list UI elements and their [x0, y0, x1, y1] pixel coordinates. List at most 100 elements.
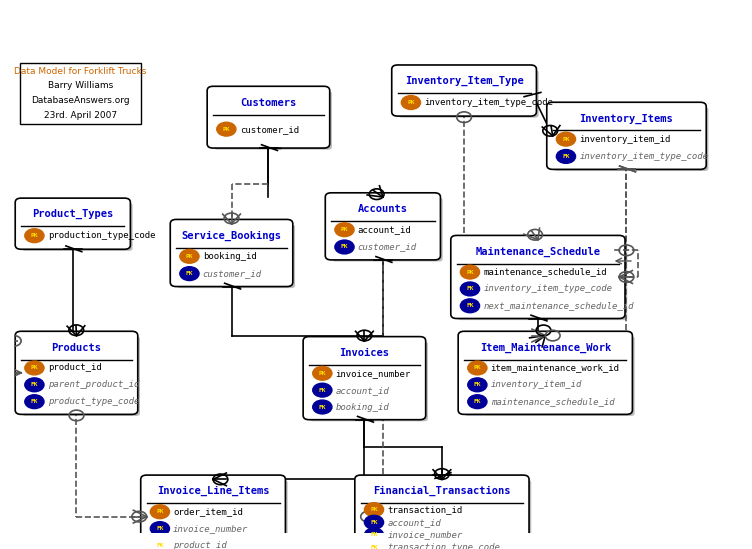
FancyBboxPatch shape	[20, 63, 141, 124]
Text: inventory_item_id: inventory_item_id	[579, 135, 671, 144]
Text: PK: PK	[31, 366, 38, 371]
Text: account_id: account_id	[335, 385, 390, 395]
Text: 23rd. April 2007: 23rd. April 2007	[44, 111, 117, 120]
FancyBboxPatch shape	[326, 193, 441, 260]
Text: item_maintenance_work_id: item_maintenance_work_id	[490, 363, 620, 372]
FancyBboxPatch shape	[207, 86, 329, 148]
Text: PK: PK	[562, 137, 570, 142]
Text: FK: FK	[466, 287, 474, 292]
Text: next_maintenance_schedule_id: next_maintenance_schedule_id	[484, 301, 634, 310]
Circle shape	[365, 541, 384, 549]
Text: PK: PK	[474, 366, 481, 371]
FancyBboxPatch shape	[362, 480, 531, 549]
FancyBboxPatch shape	[392, 65, 536, 116]
Text: Product_Types: Product_Types	[32, 209, 114, 220]
Text: Customers: Customers	[241, 98, 296, 108]
Text: transaction_type_code: transaction_type_code	[387, 543, 500, 549]
FancyBboxPatch shape	[399, 70, 538, 117]
Circle shape	[335, 240, 354, 254]
FancyBboxPatch shape	[214, 91, 332, 150]
Text: booking_id: booking_id	[203, 252, 256, 261]
Text: order_item_id: order_item_id	[173, 507, 243, 516]
FancyBboxPatch shape	[458, 331, 632, 414]
FancyBboxPatch shape	[177, 224, 295, 288]
Text: FK: FK	[156, 526, 164, 531]
Text: FK: FK	[474, 382, 481, 387]
Text: PK: PK	[341, 227, 348, 232]
Text: inventory_item_type_code: inventory_item_type_code	[424, 98, 553, 107]
FancyBboxPatch shape	[450, 236, 625, 318]
FancyBboxPatch shape	[22, 336, 140, 416]
Circle shape	[180, 267, 199, 281]
Text: account_id: account_id	[358, 225, 411, 234]
Text: FK: FK	[319, 388, 326, 393]
Circle shape	[468, 361, 487, 375]
Text: PK: PK	[156, 509, 164, 514]
Text: FK: FK	[370, 520, 378, 525]
Text: product_id: product_id	[173, 541, 227, 549]
Circle shape	[180, 249, 199, 263]
Text: account_id: account_id	[387, 518, 441, 527]
Text: inventory_item_id: inventory_item_id	[490, 380, 582, 389]
Text: transaction_id: transaction_id	[387, 505, 462, 514]
FancyBboxPatch shape	[15, 198, 130, 249]
Circle shape	[402, 96, 420, 109]
Text: Invoices: Invoices	[339, 348, 390, 358]
Text: product_id: product_id	[47, 363, 102, 372]
Circle shape	[468, 378, 487, 392]
Text: Barry Williams: Barry Williams	[47, 81, 113, 91]
Text: customer_id: customer_id	[203, 269, 262, 278]
Text: DatabaseAnswers.org: DatabaseAnswers.org	[31, 96, 129, 105]
FancyBboxPatch shape	[457, 240, 627, 320]
Text: Products: Products	[51, 343, 102, 352]
Text: PK: PK	[370, 507, 378, 512]
Text: invoice_number: invoice_number	[387, 530, 462, 540]
Text: invoice_number: invoice_number	[335, 369, 411, 378]
Text: PK: PK	[186, 254, 193, 259]
FancyBboxPatch shape	[22, 203, 132, 251]
Text: Maintenance_Schedule: Maintenance_Schedule	[475, 247, 600, 257]
FancyBboxPatch shape	[465, 336, 635, 416]
FancyBboxPatch shape	[547, 102, 706, 170]
Circle shape	[217, 122, 236, 136]
Circle shape	[460, 299, 480, 313]
Text: Inventory_Item_Type: Inventory_Item_Type	[405, 76, 523, 86]
Text: FK: FK	[474, 399, 481, 404]
Text: product_type_code: product_type_code	[47, 397, 139, 406]
Text: customer_id: customer_id	[240, 125, 299, 133]
FancyBboxPatch shape	[170, 220, 293, 287]
Text: FK: FK	[562, 154, 570, 159]
Circle shape	[335, 223, 354, 237]
Text: FK: FK	[466, 303, 474, 309]
Text: invoice_number: invoice_number	[173, 524, 248, 533]
Circle shape	[313, 383, 332, 397]
Circle shape	[150, 522, 169, 535]
Text: FK: FK	[370, 533, 378, 537]
FancyBboxPatch shape	[553, 107, 708, 171]
Circle shape	[25, 229, 44, 243]
Text: customer_id: customer_id	[358, 243, 417, 251]
Text: FK: FK	[341, 244, 348, 249]
Circle shape	[460, 265, 480, 279]
Text: production_type_code: production_type_code	[47, 231, 155, 240]
Circle shape	[25, 378, 44, 392]
FancyBboxPatch shape	[310, 341, 428, 421]
Text: FK: FK	[186, 271, 193, 276]
Circle shape	[313, 400, 332, 414]
Circle shape	[150, 505, 169, 519]
Text: Invoice_Line_Items: Invoice_Line_Items	[157, 486, 269, 496]
Text: FK: FK	[370, 545, 378, 549]
Text: FK: FK	[31, 399, 38, 404]
Circle shape	[556, 149, 575, 164]
Circle shape	[150, 539, 169, 549]
Text: maintenance_schedule_id: maintenance_schedule_id	[490, 397, 614, 406]
Text: maintenance_schedule_id: maintenance_schedule_id	[484, 267, 607, 277]
Circle shape	[365, 503, 384, 517]
FancyBboxPatch shape	[15, 331, 138, 414]
Text: parent_product_id: parent_product_id	[47, 380, 139, 389]
Text: Financial_Transactions: Financial_Transactions	[373, 486, 511, 496]
Circle shape	[313, 366, 332, 380]
Circle shape	[25, 361, 44, 375]
Text: PK: PK	[319, 371, 326, 376]
Text: PK: PK	[407, 100, 414, 105]
